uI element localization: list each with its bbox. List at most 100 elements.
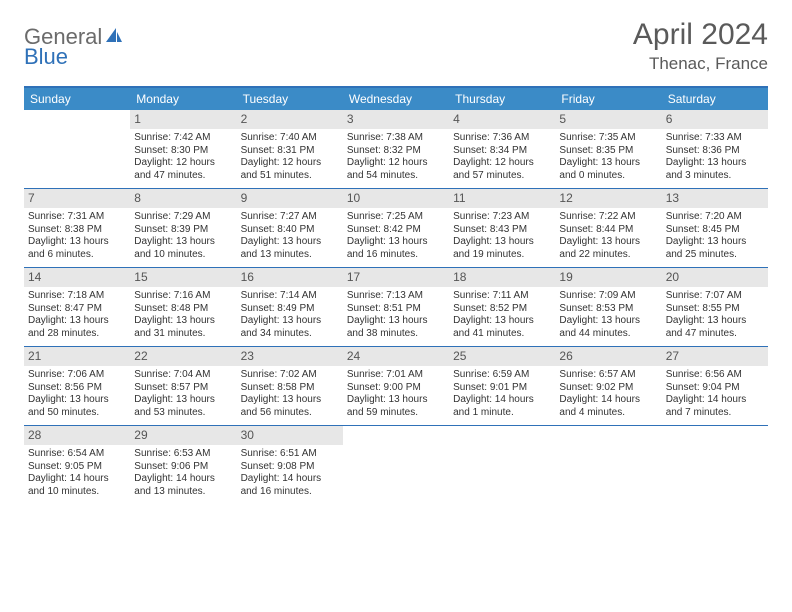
day-cell: 20Sunrise: 7:07 AMSunset: 8:55 PMDayligh…: [662, 268, 768, 346]
day-cell: 29Sunrise: 6:53 AMSunset: 9:06 PMDayligh…: [130, 426, 236, 504]
sunset-text: Sunset: 9:06 PM: [134, 461, 232, 474]
day-header: Thursday: [449, 88, 555, 110]
day-number: 8: [130, 189, 236, 208]
sunrise-text: Sunrise: 7:14 AM: [241, 290, 339, 303]
sunrise-text: Sunrise: 7:33 AM: [666, 132, 764, 145]
week-row: 21Sunrise: 7:06 AMSunset: 8:56 PMDayligh…: [24, 346, 768, 425]
daylight-text: Daylight: 13 hours and 10 minutes.: [134, 236, 232, 261]
daylight-text: Daylight: 13 hours and 19 minutes.: [453, 236, 551, 261]
sunrise-text: Sunrise: 7:20 AM: [666, 211, 764, 224]
day-cell: 22Sunrise: 7:04 AMSunset: 8:57 PMDayligh…: [130, 347, 236, 425]
day-cell: 3Sunrise: 7:38 AMSunset: 8:32 PMDaylight…: [343, 110, 449, 188]
day-cell: 10Sunrise: 7:25 AMSunset: 8:42 PMDayligh…: [343, 189, 449, 267]
title-block: April 2024 Thenac, France: [633, 18, 768, 74]
day-cell: 16Sunrise: 7:14 AMSunset: 8:49 PMDayligh…: [237, 268, 343, 346]
day-number: 16: [237, 268, 343, 287]
day-cell: 6Sunrise: 7:33 AMSunset: 8:36 PMDaylight…: [662, 110, 768, 188]
daylight-text: Daylight: 13 hours and 38 minutes.: [347, 315, 445, 340]
sunrise-text: Sunrise: 7:31 AM: [28, 211, 126, 224]
day-number: 26: [555, 347, 661, 366]
sunrise-text: Sunrise: 6:54 AM: [28, 448, 126, 461]
day-cell: 11Sunrise: 7:23 AMSunset: 8:43 PMDayligh…: [449, 189, 555, 267]
sunset-text: Sunset: 8:43 PM: [453, 224, 551, 237]
sunrise-text: Sunrise: 7:02 AM: [241, 369, 339, 382]
day-number: 10: [343, 189, 449, 208]
logo-text-blue-wrap: Blue: [24, 44, 68, 70]
day-cell: 21Sunrise: 7:06 AMSunset: 8:56 PMDayligh…: [24, 347, 130, 425]
sunrise-text: Sunrise: 7:18 AM: [28, 290, 126, 303]
day-number: 7: [24, 189, 130, 208]
location: Thenac, France: [633, 54, 768, 74]
sunrise-text: Sunrise: 7:38 AM: [347, 132, 445, 145]
logo-text-blue: Blue: [24, 44, 68, 69]
daylight-text: Daylight: 14 hours and 16 minutes.: [241, 473, 339, 498]
day-number: 15: [130, 268, 236, 287]
month-title: April 2024: [633, 18, 768, 52]
week-row: 28Sunrise: 6:54 AMSunset: 9:05 PMDayligh…: [24, 425, 768, 504]
day-cell: 23Sunrise: 7:02 AMSunset: 8:58 PMDayligh…: [237, 347, 343, 425]
day-cell: 27Sunrise: 6:56 AMSunset: 9:04 PMDayligh…: [662, 347, 768, 425]
sunrise-text: Sunrise: 7:11 AM: [453, 290, 551, 303]
day-header: Sunday: [24, 88, 130, 110]
day-cell: 15Sunrise: 7:16 AMSunset: 8:48 PMDayligh…: [130, 268, 236, 346]
sunset-text: Sunset: 8:45 PM: [666, 224, 764, 237]
day-header: Wednesday: [343, 88, 449, 110]
daylight-text: Daylight: 13 hours and 16 minutes.: [347, 236, 445, 261]
sunrise-text: Sunrise: 7:16 AM: [134, 290, 232, 303]
sunset-text: Sunset: 8:47 PM: [28, 303, 126, 316]
day-number: 30: [237, 426, 343, 445]
sunset-text: Sunset: 8:32 PM: [347, 145, 445, 158]
day-header: Friday: [555, 88, 661, 110]
day-number: 23: [237, 347, 343, 366]
day-number: 19: [555, 268, 661, 287]
sunrise-text: Sunrise: 7:09 AM: [559, 290, 657, 303]
sunrise-text: Sunrise: 7:42 AM: [134, 132, 232, 145]
daylight-text: Daylight: 13 hours and 34 minutes.: [241, 315, 339, 340]
daylight-text: Daylight: 13 hours and 41 minutes.: [453, 315, 551, 340]
daylight-text: Daylight: 13 hours and 53 minutes.: [134, 394, 232, 419]
day-cell: 8Sunrise: 7:29 AMSunset: 8:39 PMDaylight…: [130, 189, 236, 267]
sunset-text: Sunset: 8:51 PM: [347, 303, 445, 316]
daylight-text: Daylight: 14 hours and 1 minute.: [453, 394, 551, 419]
sunrise-text: Sunrise: 7:01 AM: [347, 369, 445, 382]
daylight-text: Daylight: 12 hours and 47 minutes.: [134, 157, 232, 182]
day-cell: 5Sunrise: 7:35 AMSunset: 8:35 PMDaylight…: [555, 110, 661, 188]
sunset-text: Sunset: 8:52 PM: [453, 303, 551, 316]
sunset-text: Sunset: 9:02 PM: [559, 382, 657, 395]
day-number: 6: [662, 110, 768, 129]
day-cell: [662, 426, 768, 504]
daylight-text: Daylight: 13 hours and 31 minutes.: [134, 315, 232, 340]
sunrise-text: Sunrise: 6:51 AM: [241, 448, 339, 461]
daylight-text: Daylight: 13 hours and 13 minutes.: [241, 236, 339, 261]
day-number: 3: [343, 110, 449, 129]
daylight-text: Daylight: 14 hours and 13 minutes.: [134, 473, 232, 498]
day-cell: 25Sunrise: 6:59 AMSunset: 9:01 PMDayligh…: [449, 347, 555, 425]
sunrise-text: Sunrise: 7:13 AM: [347, 290, 445, 303]
daylight-text: Daylight: 13 hours and 44 minutes.: [559, 315, 657, 340]
sunset-text: Sunset: 8:30 PM: [134, 145, 232, 158]
daylight-text: Daylight: 13 hours and 59 minutes.: [347, 394, 445, 419]
sunrise-text: Sunrise: 7:36 AM: [453, 132, 551, 145]
day-header-row: Sunday Monday Tuesday Wednesday Thursday…: [24, 88, 768, 110]
sunrise-text: Sunrise: 7:07 AM: [666, 290, 764, 303]
day-number: 1: [130, 110, 236, 129]
day-number: 12: [555, 189, 661, 208]
sunset-text: Sunset: 8:40 PM: [241, 224, 339, 237]
day-number: 2: [237, 110, 343, 129]
day-cell: 26Sunrise: 6:57 AMSunset: 9:02 PMDayligh…: [555, 347, 661, 425]
sunset-text: Sunset: 8:31 PM: [241, 145, 339, 158]
sunset-text: Sunset: 8:44 PM: [559, 224, 657, 237]
header: General April 2024 Thenac, France: [24, 18, 768, 74]
sunrise-text: Sunrise: 7:35 AM: [559, 132, 657, 145]
calendar: Sunday Monday Tuesday Wednesday Thursday…: [24, 86, 768, 504]
sunrise-text: Sunrise: 7:25 AM: [347, 211, 445, 224]
day-header: Monday: [130, 88, 236, 110]
daylight-text: Daylight: 13 hours and 50 minutes.: [28, 394, 126, 419]
day-number: 25: [449, 347, 555, 366]
day-number: 20: [662, 268, 768, 287]
day-number: 9: [237, 189, 343, 208]
day-number: 4: [449, 110, 555, 129]
sunrise-text: Sunrise: 7:23 AM: [453, 211, 551, 224]
daylight-text: Daylight: 13 hours and 25 minutes.: [666, 236, 764, 261]
sunset-text: Sunset: 8:56 PM: [28, 382, 126, 395]
